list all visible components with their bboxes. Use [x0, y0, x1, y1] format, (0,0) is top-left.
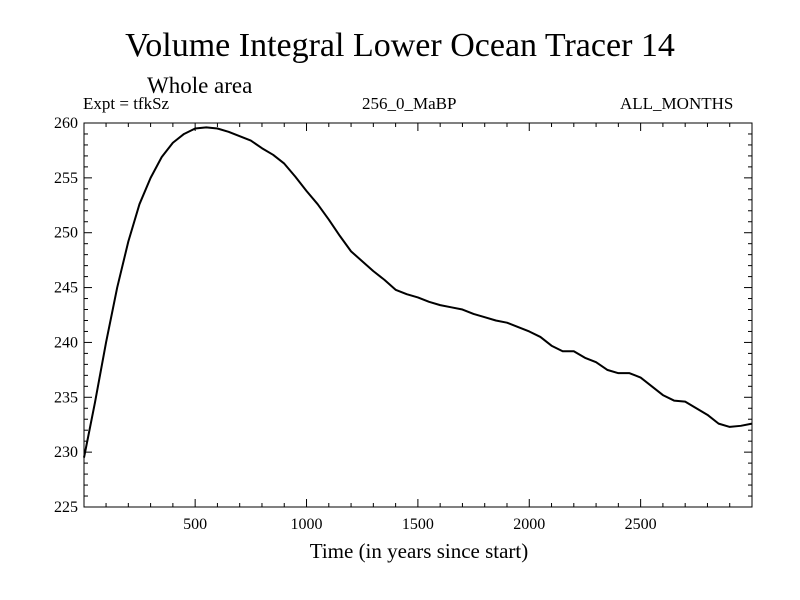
x-tick-label: 2500	[625, 516, 657, 533]
y-tick-label: 230	[54, 444, 78, 461]
x-tick-label: 1500	[402, 516, 434, 533]
series-line	[83, 126, 753, 458]
x-axis-label: Time (in years since start)	[309, 539, 529, 563]
x-tick-label: 500	[183, 516, 207, 533]
chart-subtitle: Whole area	[147, 73, 253, 98]
y-tick-label: 225	[54, 499, 78, 516]
y-tick-label: 245	[54, 280, 78, 297]
y-tick-label: 235	[54, 389, 78, 406]
plot-frame	[83, 122, 753, 508]
chart-title: Volume Integral Lower Ocean Tracer 14	[125, 27, 675, 64]
season-label: ALL_MONTHS	[620, 94, 734, 113]
y-tick-label: 255	[54, 170, 78, 187]
experiment-label: Expt = tfkSz	[83, 94, 170, 113]
y-tick-label: 240	[54, 334, 78, 351]
x-tick-label: 1000	[291, 516, 323, 533]
x-tick-label: 2000	[513, 516, 545, 533]
y-tick-label: 260	[54, 115, 78, 132]
y-tick-label: 250	[54, 225, 78, 242]
run-label: 256_0_MaBP	[362, 94, 457, 113]
